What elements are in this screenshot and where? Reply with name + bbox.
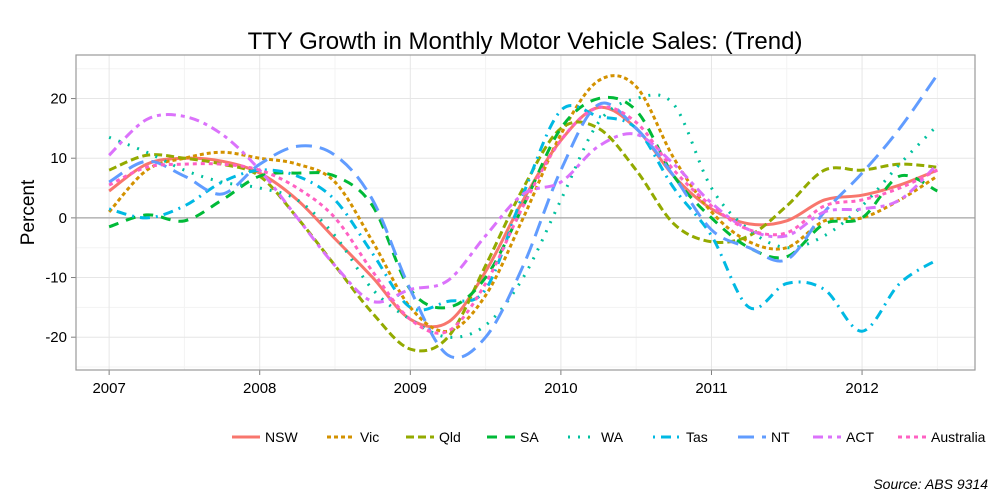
x-tick-label: 2009: [394, 380, 427, 397]
y-tick-label: 20: [50, 91, 67, 108]
legend-label: ACT: [846, 429, 874, 445]
legend-label: Vic: [360, 429, 379, 445]
series-line-australia: [108, 105, 938, 335]
legend-label: Qld: [439, 429, 461, 445]
series-line-vic: [108, 74, 939, 333]
y-tick-label: -10: [45, 270, 67, 287]
series-line-act: [108, 113, 939, 304]
x-tick-label: 2011: [695, 380, 727, 397]
series-line-wa: [108, 93, 939, 339]
y-axis-label: Percent: [18, 179, 39, 245]
x-tick-label: 2007: [92, 380, 125, 397]
plot-border: [75, 54, 976, 371]
legend: NSW Vic Qld SA WA Tas NT ACT Australia: [232, 429, 986, 445]
x-tick-label: 2008: [243, 380, 276, 397]
series-line-nt: [108, 73, 939, 360]
legend-label: Tas: [686, 429, 708, 445]
chart-title: TTY Growth in Monthly Motor Vehicle Sale…: [247, 28, 803, 55]
source-note: Source: ABS 9314: [873, 476, 988, 492]
x-tick-label: 2012: [845, 380, 878, 397]
legend-label: Australia: [931, 429, 986, 445]
y-tick-label: -20: [45, 329, 67, 346]
legend-label: SA: [520, 429, 539, 445]
legend-label: NSW: [265, 429, 298, 445]
x-tick-label: 2010: [544, 380, 577, 397]
legend-label: NT: [771, 429, 790, 445]
legend-label: WA: [601, 429, 624, 445]
y-tick-label: 10: [50, 150, 67, 167]
y-tick-label: 0: [59, 210, 67, 227]
